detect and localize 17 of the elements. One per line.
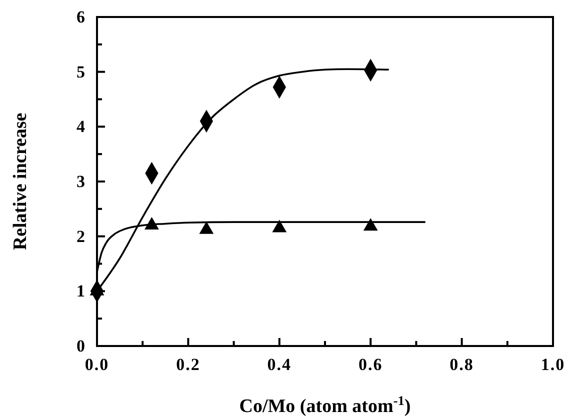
x-axis-title: Co/Mo (atom atom$^{-1}$) [239,392,411,417]
y-tick-label: 4 [76,117,86,136]
y-tick-label: 3 [76,172,85,191]
x-tick-label: 0.6 [358,355,383,374]
y-tick-label: 6 [76,7,85,26]
x-tick-label: 0.0 [84,355,110,374]
y-tick-label: 0 [76,336,85,356]
point [199,221,214,234]
y-axis-title: Relative increase [10,112,31,250]
y-tick-label: 5 [76,62,85,82]
x-tick-label: 0.8 [450,355,474,374]
y-tick-label: 2 [76,226,85,246]
x-tick-label: 0.4 [267,355,292,374]
x-tick-label: 1.0 [540,355,566,374]
point [272,220,287,232]
y-tick-label: 1 [76,282,85,301]
x-tick-label: 0.2 [176,355,200,374]
